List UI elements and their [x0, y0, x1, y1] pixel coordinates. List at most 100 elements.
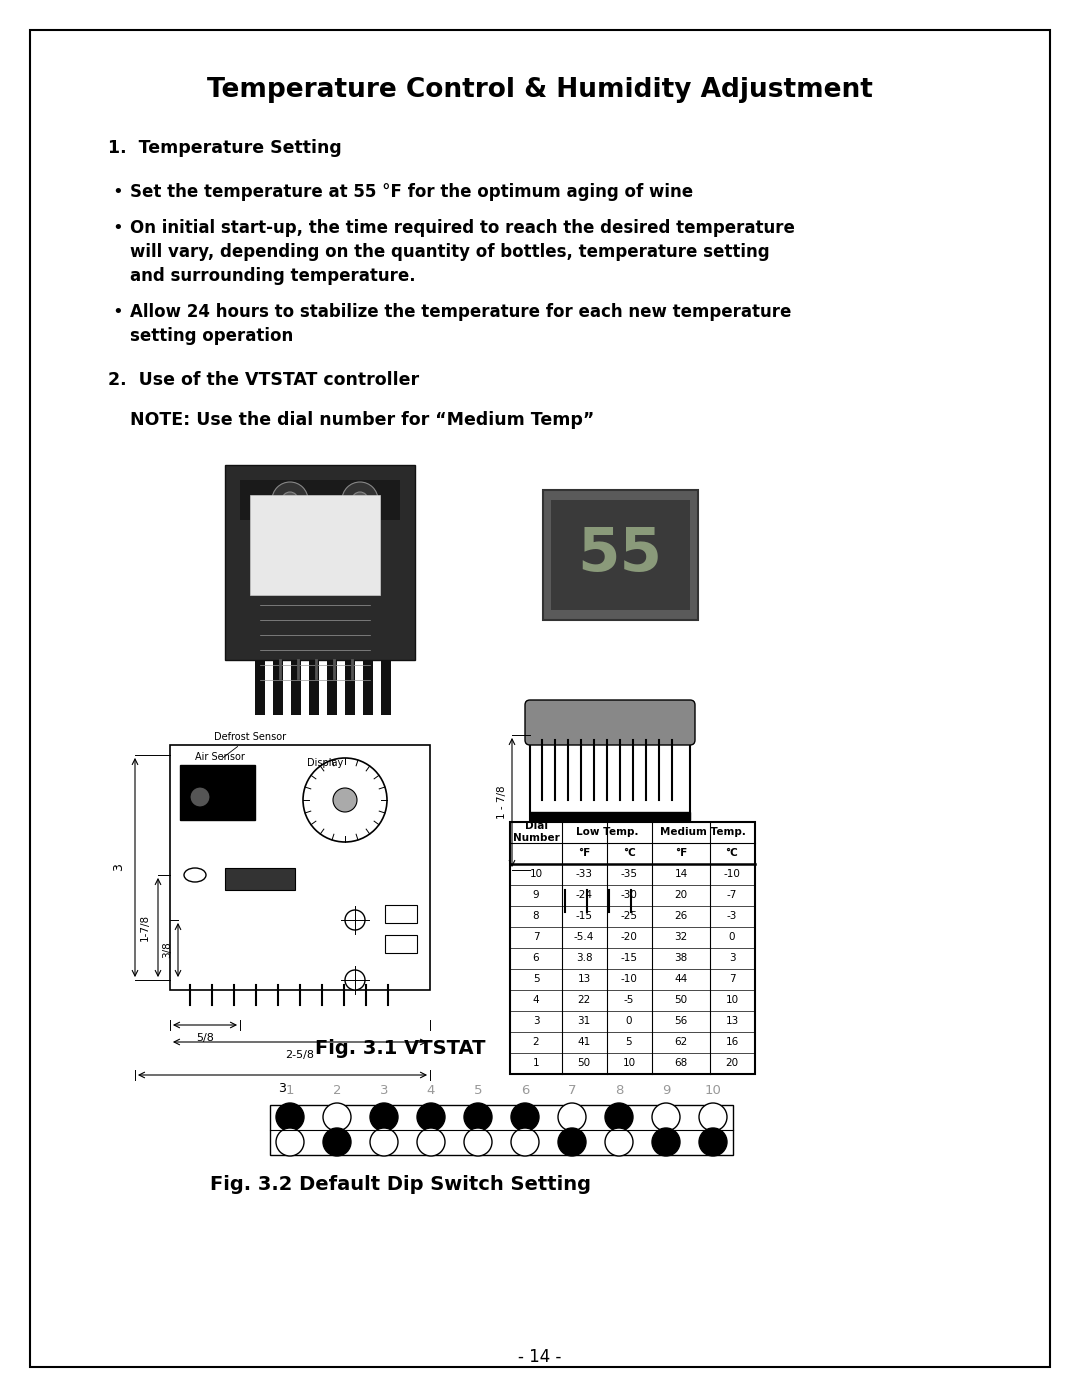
Text: On initial start-up, the time required to reach the desired temperature: On initial start-up, the time required t…: [130, 219, 795, 237]
Circle shape: [276, 1104, 303, 1132]
Text: 0: 0: [729, 932, 735, 942]
Text: 7: 7: [729, 974, 735, 983]
Bar: [543, 490, 698, 620]
Text: 5: 5: [625, 1037, 632, 1046]
Text: 44: 44: [674, 974, 688, 983]
Bar: [249, 495, 380, 595]
Circle shape: [282, 492, 298, 509]
Circle shape: [699, 1127, 727, 1155]
Text: 68: 68: [674, 1058, 688, 1067]
Text: 4: 4: [532, 995, 539, 1004]
Text: 3: 3: [278, 1081, 286, 1094]
Text: 38: 38: [674, 953, 688, 963]
Circle shape: [190, 787, 210, 807]
Circle shape: [417, 1127, 445, 1155]
Circle shape: [464, 1104, 492, 1132]
Bar: [384, 905, 417, 923]
Bar: [255, 659, 265, 715]
Text: 20: 20: [726, 1058, 739, 1067]
Text: 9: 9: [662, 1084, 671, 1097]
Text: 3: 3: [112, 863, 125, 870]
Text: Fig. 3.2 Default Dip Switch Setting: Fig. 3.2 Default Dip Switch Setting: [210, 1175, 591, 1194]
Text: 10: 10: [726, 995, 739, 1004]
Text: 1: 1: [532, 1058, 539, 1067]
Text: -33: -33: [576, 869, 593, 879]
Ellipse shape: [184, 868, 206, 882]
Text: Temperature Control & Humidity Adjustment: Temperature Control & Humidity Adjustmen…: [207, 77, 873, 103]
Text: 7: 7: [568, 1084, 577, 1097]
Text: 2: 2: [333, 1084, 341, 1097]
Bar: [225, 868, 295, 890]
FancyBboxPatch shape: [525, 700, 696, 745]
Text: 5/8: 5/8: [197, 1032, 214, 1044]
Text: 8: 8: [615, 1084, 623, 1097]
Bar: [381, 659, 391, 715]
Text: -30: -30: [621, 890, 637, 900]
Text: 20: 20: [674, 890, 688, 900]
Text: -5.4: -5.4: [573, 932, 594, 942]
Bar: [327, 659, 337, 715]
Circle shape: [272, 482, 308, 518]
Bar: [561, 845, 610, 865]
Text: will vary, depending on the quantity of bottles, temperature setting: will vary, depending on the quantity of …: [130, 243, 770, 261]
Circle shape: [417, 1104, 445, 1132]
Text: NOTE: Use the dial number for “Medium Temp”: NOTE: Use the dial number for “Medium Te…: [130, 411, 594, 429]
Text: •: •: [112, 303, 123, 321]
Text: 32: 32: [674, 932, 688, 942]
Circle shape: [652, 1127, 680, 1155]
Text: 55: 55: [578, 525, 662, 584]
Text: Dial
Number: Dial Number: [513, 821, 559, 842]
Text: 3: 3: [380, 1084, 388, 1097]
Circle shape: [323, 1104, 351, 1132]
Text: Display: Display: [307, 759, 343, 768]
Text: -20: -20: [621, 932, 637, 942]
Text: 50: 50: [674, 995, 688, 1004]
Circle shape: [370, 1127, 399, 1155]
Text: °C: °C: [726, 848, 739, 858]
Bar: [551, 500, 690, 610]
Text: 56: 56: [674, 1016, 688, 1025]
Circle shape: [699, 1104, 727, 1132]
Text: 4: 4: [427, 1084, 435, 1097]
Circle shape: [558, 1104, 586, 1132]
Text: •: •: [112, 219, 123, 237]
Text: 26: 26: [674, 911, 688, 921]
Text: 5: 5: [532, 974, 539, 983]
Text: setting operation: setting operation: [130, 327, 294, 345]
Bar: [170, 745, 430, 990]
Bar: [309, 659, 319, 715]
Text: Set the temperature at 55 °F for the optimum aging of wine: Set the temperature at 55 °F for the opt…: [130, 183, 693, 201]
Bar: [345, 659, 355, 715]
Text: -3: -3: [727, 911, 738, 921]
Text: 62: 62: [674, 1037, 688, 1046]
Circle shape: [303, 759, 387, 842]
Text: 13: 13: [578, 974, 591, 983]
Text: Air Sensor: Air Sensor: [195, 752, 245, 782]
Bar: [530, 705, 690, 890]
Text: °F: °F: [675, 848, 687, 858]
Text: 5: 5: [474, 1084, 483, 1097]
Text: 1-7/8: 1-7/8: [140, 914, 150, 940]
Text: 3.8: 3.8: [576, 953, 592, 963]
Text: -7: -7: [727, 890, 738, 900]
Text: 8: 8: [532, 911, 539, 921]
Text: 31: 31: [578, 1016, 591, 1025]
Text: -25: -25: [621, 911, 637, 921]
Circle shape: [652, 1104, 680, 1132]
Text: 14: 14: [674, 869, 688, 879]
Text: 2-5/8: 2-5/8: [285, 1051, 314, 1060]
Text: 10: 10: [622, 1058, 635, 1067]
Circle shape: [276, 1127, 303, 1155]
Text: 13: 13: [726, 1016, 739, 1025]
Text: Defrost Sensor: Defrost Sensor: [214, 732, 286, 759]
Text: -10: -10: [621, 974, 637, 983]
Text: Fig. 3.1 VTSTAT: Fig. 3.1 VTSTAT: [314, 1038, 485, 1058]
Text: - 14 -: - 14 -: [518, 1348, 562, 1366]
Bar: [530, 812, 690, 820]
Bar: [273, 659, 283, 715]
Circle shape: [464, 1127, 492, 1155]
Circle shape: [333, 788, 357, 812]
Bar: [180, 766, 255, 820]
Text: Low Temp.: Low Temp.: [576, 827, 638, 837]
Text: -15: -15: [621, 953, 637, 963]
